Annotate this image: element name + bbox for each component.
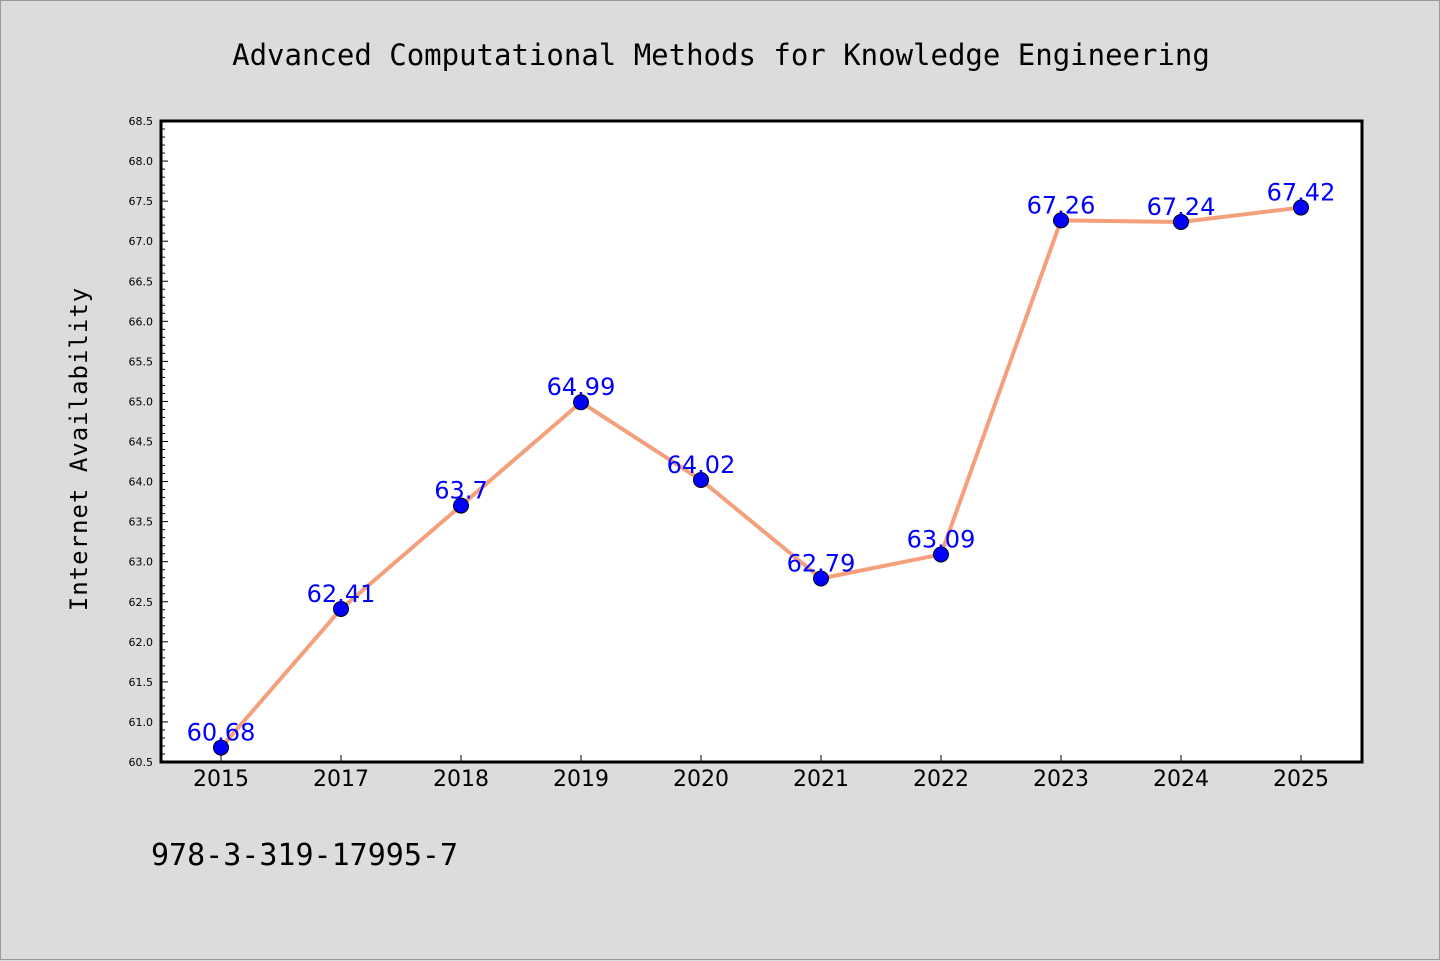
y-tick-label: 68.5 [129, 115, 154, 128]
y-tick-label: 67.0 [129, 235, 154, 248]
y-tick-label: 62.5 [129, 596, 154, 609]
data-point-marker [573, 394, 589, 411]
data-point-marker [333, 600, 349, 617]
y-tick-label: 64.5 [129, 436, 154, 449]
data-label: 67.26 [1027, 191, 1096, 219]
data-label: 67.24 [1147, 193, 1216, 221]
y-axis-label: Internet Availability [65, 287, 93, 611]
chart-title: Advanced Computational Methods for Knowl… [232, 38, 1210, 72]
isbn-footer: 978-3-319-17995-7 [151, 838, 458, 873]
data-label: 63.7 [434, 477, 487, 505]
data-point-marker [1053, 212, 1069, 229]
data-label: 63.09 [907, 525, 976, 553]
y-tick-label: 65.5 [129, 355, 154, 368]
y-tick-label: 64.0 [129, 476, 154, 489]
x-tick-label: 2020 [673, 767, 729, 792]
data-point-marker [1173, 213, 1189, 230]
x-tick-label: 2025 [1273, 767, 1329, 792]
x-tick-label: 2023 [1033, 767, 1089, 792]
data-point-marker [213, 739, 229, 756]
x-axis-ticks: 2015 2017 2018 2019 2020 2021 2022 2023 2024 2025 [193, 755, 1329, 792]
data-label: 64.02 [667, 451, 736, 479]
x-tick-label: 2015 [193, 767, 249, 792]
x-tick-label: 2019 [553, 767, 609, 792]
data-point-marker [453, 497, 469, 514]
data-point-marker [813, 570, 829, 587]
data-label: 64.99 [547, 373, 616, 401]
y-tick-label: 65.0 [129, 395, 154, 408]
data-labels: 60.68 62.41 63.7 64.99 64.02 62.79 63.09 67.26 6… [187, 179, 1336, 747]
y-tick-label: 66.0 [129, 315, 154, 328]
data-point-marker [933, 546, 949, 563]
x-tick-label: 2018 [433, 767, 489, 792]
data-label: 62.41 [307, 580, 376, 608]
y-tick-label: 62.0 [129, 636, 154, 649]
plot-area [159, 119, 1364, 764]
y-tick-label: 61.5 [129, 676, 154, 689]
y-tick-label: 63.5 [129, 516, 154, 529]
x-tick-label: 2017 [313, 767, 369, 792]
data-label: 60.68 [187, 719, 256, 747]
series-line-group [219, 205, 1303, 750]
y-tick-label: 63.0 [129, 556, 154, 569]
y-axis-ticks: 60.5 61.0 61.5 62.0 62.5 63.0 63.5 64.0 64.5 65.0… [129, 115, 168, 769]
data-label: 67.42 [1267, 179, 1336, 207]
y-tick-label: 67.5 [129, 195, 154, 208]
y-tick-label: 66.5 [129, 275, 154, 288]
data-label: 62.79 [787, 550, 856, 578]
x-tick-label: 2024 [1153, 767, 1209, 792]
y-tick-label: 68.0 [129, 155, 154, 168]
x-tick-label: 2022 [913, 767, 969, 792]
y-tick-label: 61.0 [129, 716, 154, 729]
data-point-marker [1293, 199, 1309, 216]
data-markers [213, 199, 1309, 756]
data-point-marker [693, 471, 709, 488]
y-tick-label: 60.5 [129, 756, 154, 769]
series-line [219, 205, 1303, 750]
x-tick-label: 2021 [793, 767, 849, 792]
